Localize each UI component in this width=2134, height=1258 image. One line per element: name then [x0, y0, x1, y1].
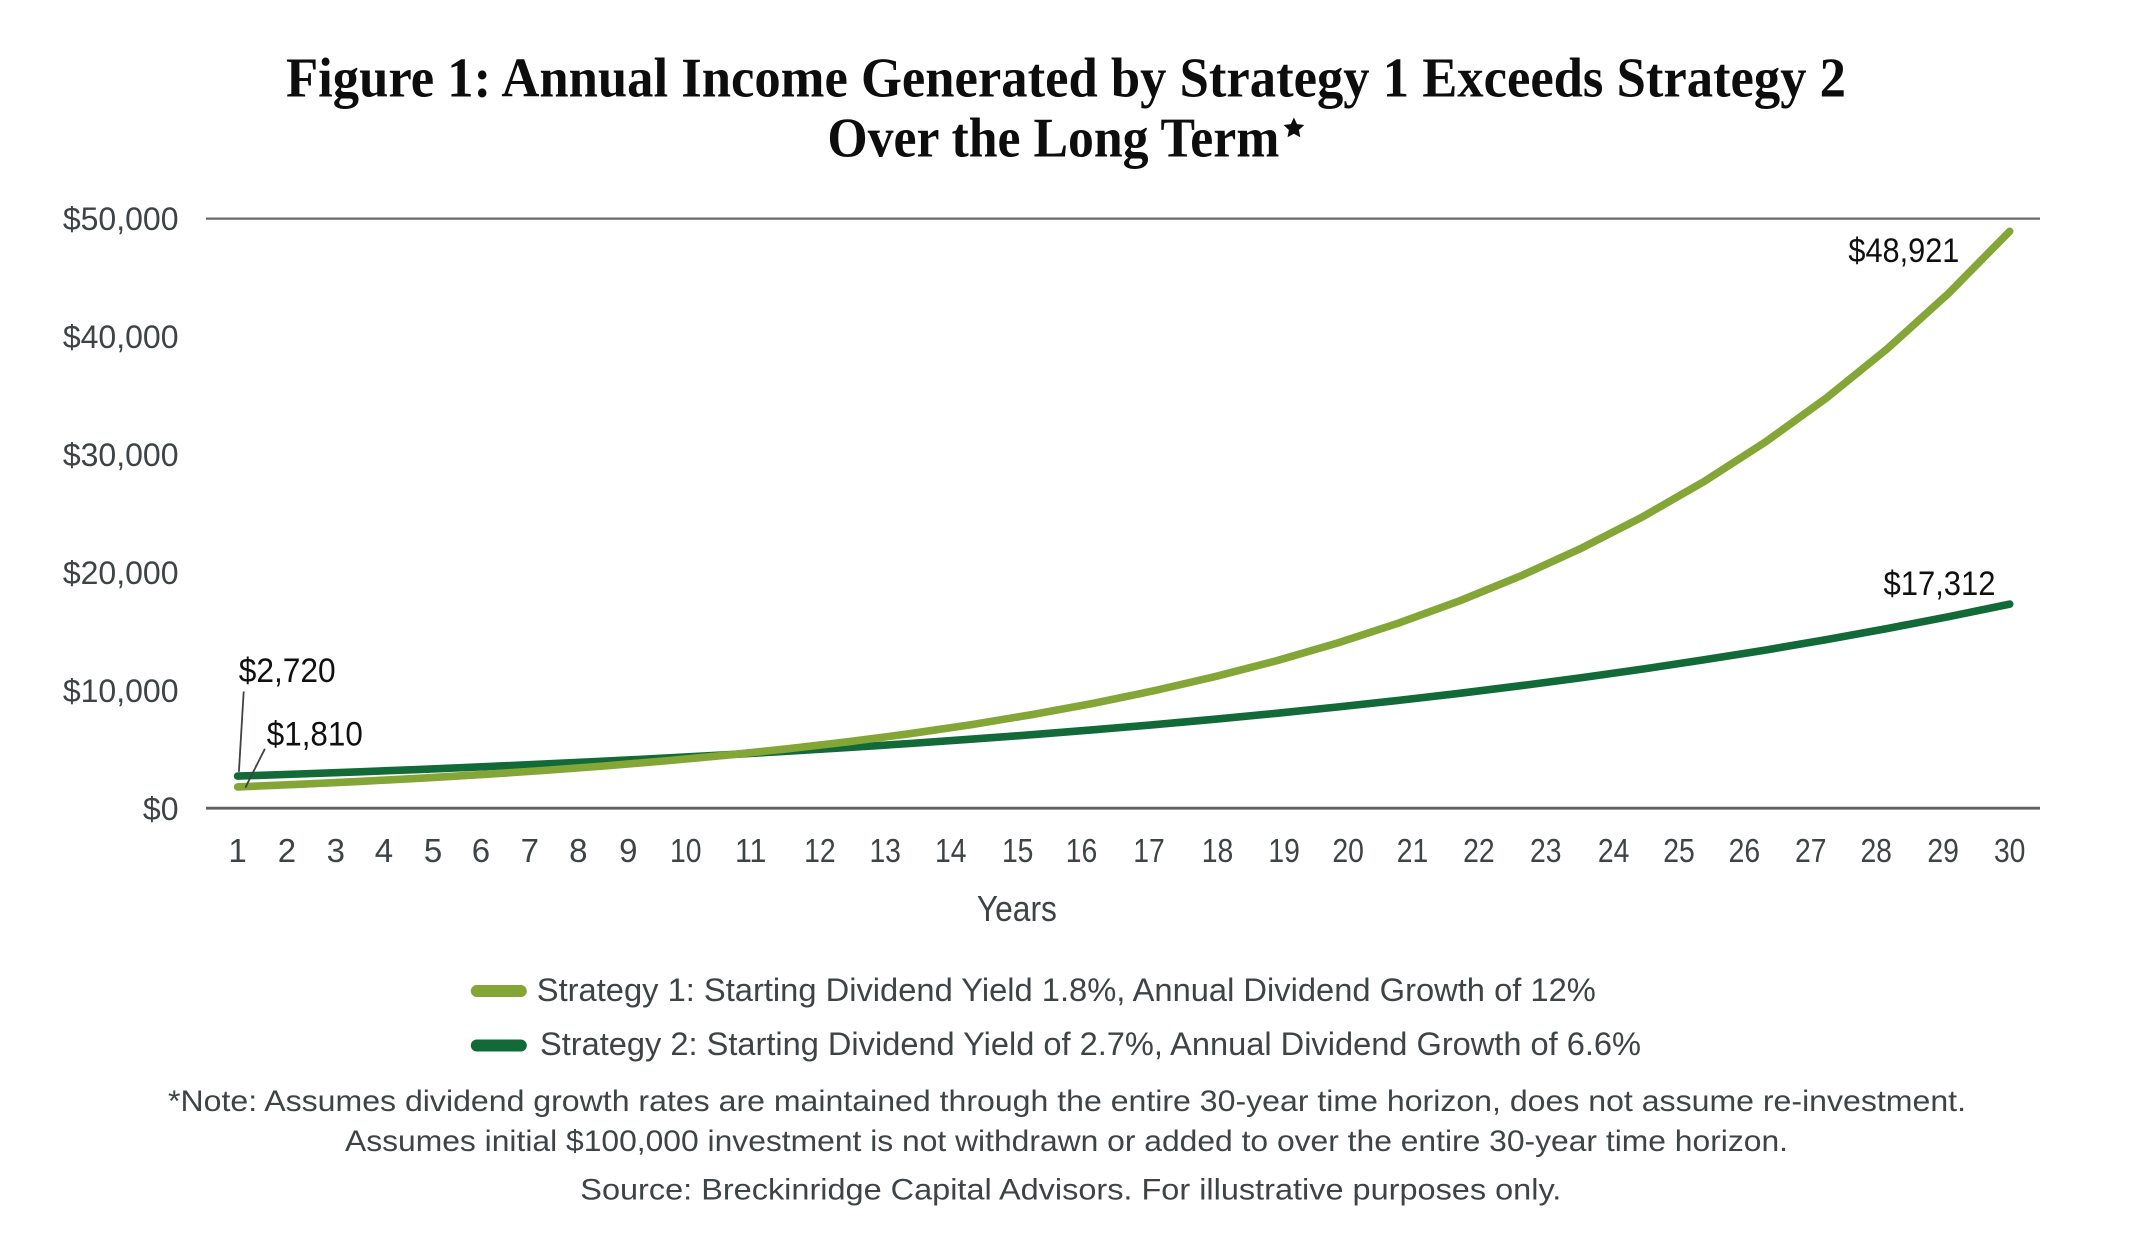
svg-text:Source: Breckinridge Capital A: Source: Breckinridge Capital Advisors. F… — [580, 1174, 1561, 1207]
svg-text:8: 8 — [569, 832, 587, 869]
svg-text:27: 27 — [1795, 832, 1827, 869]
svg-text:18: 18 — [1202, 832, 1234, 869]
svg-text:$30,000: $30,000 — [63, 437, 179, 473]
svg-text:12: 12 — [804, 832, 836, 869]
svg-text:10: 10 — [670, 832, 702, 869]
svg-text:$10,000: $10,000 — [63, 673, 179, 709]
svg-text:$40,000: $40,000 — [63, 319, 179, 355]
svg-text:2: 2 — [278, 832, 296, 869]
svg-text:$48,921: $48,921 — [1848, 232, 1959, 270]
svg-text:*Note: Assumes dividend growth: *Note: Assumes dividend growth rates are… — [168, 1085, 1966, 1118]
svg-text:20: 20 — [1332, 832, 1364, 869]
svg-text:21: 21 — [1397, 832, 1429, 869]
svg-text:24: 24 — [1598, 832, 1630, 869]
svg-text:7: 7 — [521, 832, 539, 869]
svg-text:15: 15 — [1002, 832, 1034, 869]
svg-text:29: 29 — [1927, 832, 1959, 869]
svg-text:25: 25 — [1663, 832, 1695, 869]
svg-text:$1,810: $1,810 — [267, 715, 363, 753]
svg-text:Strategy 2: Starting Dividend: Strategy 2: Starting Dividend Yield of 2… — [540, 1026, 1641, 1062]
svg-text:Figure 1: Annual Income Genera: Figure 1: Annual Income Generated by Str… — [286, 48, 1846, 110]
svg-text:19: 19 — [1268, 832, 1300, 869]
svg-text:14: 14 — [935, 832, 967, 869]
svg-text:Over the Long Term: Over the Long Term — [827, 107, 1279, 169]
svg-text:3: 3 — [327, 832, 345, 869]
svg-text:11: 11 — [735, 832, 767, 869]
svg-text:Assumes initial $100,000 inves: Assumes initial $100,000 investment is n… — [345, 1125, 1788, 1158]
svg-text:28: 28 — [1860, 832, 1892, 869]
svg-text:$20,000: $20,000 — [63, 555, 179, 591]
svg-text:6: 6 — [472, 832, 490, 869]
svg-text:22: 22 — [1463, 832, 1495, 869]
svg-text:9: 9 — [619, 832, 637, 869]
svg-text:4: 4 — [375, 832, 393, 869]
svg-text:$17,312: $17,312 — [1884, 565, 1996, 603]
svg-text:$50,000: $50,000 — [63, 201, 179, 237]
svg-text:16: 16 — [1066, 832, 1098, 869]
svg-text:1: 1 — [228, 832, 246, 869]
svg-text:26: 26 — [1729, 832, 1761, 869]
svg-text:30: 30 — [1994, 832, 2026, 869]
svg-text:23: 23 — [1530, 832, 1562, 869]
svg-text:13: 13 — [869, 832, 901, 869]
svg-text:Strategy 1: Starting Dividend: Strategy 1: Starting Dividend Yield 1.8%… — [537, 972, 1596, 1008]
svg-text:5: 5 — [424, 832, 442, 869]
svg-text:$2,720: $2,720 — [239, 652, 336, 690]
svg-text:$0: $0 — [143, 791, 179, 827]
svg-text:Years: Years — [977, 888, 1057, 929]
svg-text:17: 17 — [1133, 832, 1165, 869]
